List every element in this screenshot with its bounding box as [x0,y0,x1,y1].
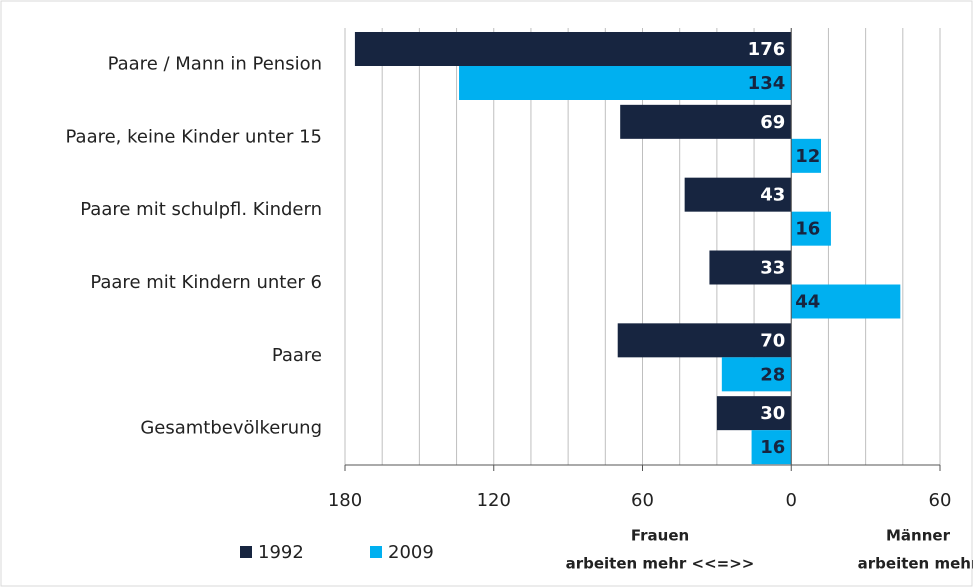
annotation: Frauen [631,527,689,545]
value-label: 33 [760,258,785,279]
bar [459,66,792,100]
legend-label: 1992 [258,542,304,563]
bar [617,323,792,358]
category-label: Paare mit schulpfl. Kindern [80,199,322,220]
bar [354,32,792,66]
bar [791,211,831,246]
value-label: 44 [795,292,820,313]
category-label: Paare / Mann in Pension [108,53,322,74]
value-label: 28 [760,364,785,385]
bar [751,430,792,465]
legend-swatch [370,546,382,558]
value-label: 16 [760,437,785,458]
category-label: Paare [272,345,322,366]
annotation: Männer [886,527,951,545]
bar [721,357,792,392]
bar [620,104,792,139]
bar [791,138,821,173]
x-tick-label: 60 [631,490,654,511]
legend-swatch [240,546,252,558]
value-label: 16 [795,219,820,240]
value-label: 12 [795,146,820,167]
annotation: arbeiten mehr <<=>> [566,555,755,573]
bar [709,250,792,285]
value-label: 134 [748,73,786,94]
x-tick-label: 60 [929,490,952,511]
category-label: Paare mit Kindern unter 6 [90,272,322,293]
value-label: 70 [760,330,785,351]
legend-label: 2009 [388,542,434,563]
bar [684,177,792,212]
value-label: 30 [760,403,785,424]
category-label: Gesamtbevölkerung [140,418,322,439]
x-tick-label: 180 [328,490,362,511]
x-tick-label: 0 [786,490,797,511]
value-label: 176 [748,39,786,60]
bar [716,396,792,431]
category-label: Paare, keine Kinder unter 15 [66,126,323,147]
value-label: 43 [760,185,785,206]
annotation: arbeiten mehr [858,555,973,573]
bar [791,284,901,319]
value-label: 69 [760,112,785,133]
x-tick-label: 120 [477,490,511,511]
